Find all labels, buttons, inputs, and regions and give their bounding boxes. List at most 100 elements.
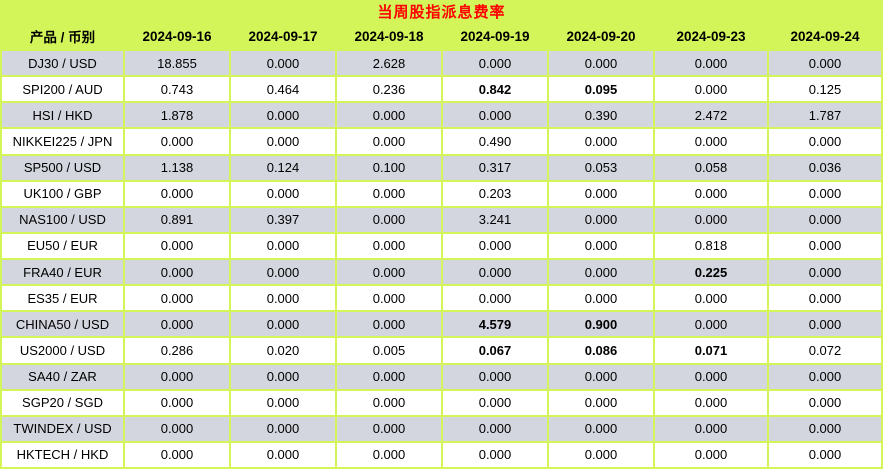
value-cell: 0.000 — [769, 416, 881, 441]
value-cell: 0.000 — [337, 103, 441, 128]
value-cell: 0.000 — [769, 129, 881, 154]
value-cell: 0.317 — [443, 155, 547, 180]
value-cell: 0.000 — [655, 442, 767, 467]
value-cell: 0.225 — [655, 260, 767, 285]
value-cell: 0.000 — [655, 181, 767, 206]
value-cell: 0.000 — [769, 181, 881, 206]
value-cell: 0.000 — [549, 364, 653, 389]
value-cell: 0.203 — [443, 181, 547, 206]
value-cell: 0.000 — [549, 181, 653, 206]
value-cell: 0.000 — [443, 51, 547, 76]
value-cell: 0.000 — [231, 390, 335, 415]
value-cell: 0.000 — [769, 51, 881, 76]
value-cell: 0.100 — [337, 155, 441, 180]
value-cell: 0.390 — [549, 103, 653, 128]
value-cell: 0.000 — [231, 51, 335, 76]
value-cell: 0.743 — [125, 77, 229, 102]
value-cell: 0.058 — [655, 155, 767, 180]
value-cell: 0.000 — [125, 129, 229, 154]
value-cell: 0.900 — [549, 312, 653, 337]
value-cell: 0.000 — [337, 233, 441, 258]
product-cell: NAS100 / USD — [2, 207, 123, 232]
dividend-table: 产品 / 币别 2024-09-16 2024-09-17 2024-09-18 202… — [0, 23, 883, 469]
value-cell: 0.000 — [655, 390, 767, 415]
product-cell: SPI200 / AUD — [2, 77, 123, 102]
value-cell: 0.000 — [125, 233, 229, 258]
value-cell: 0.818 — [655, 233, 767, 258]
value-cell: 0.000 — [549, 233, 653, 258]
value-cell: 0.000 — [125, 364, 229, 389]
value-cell: 0.000 — [655, 416, 767, 441]
value-cell: 0.036 — [769, 155, 881, 180]
product-cell: EU50 / EUR — [2, 233, 123, 258]
value-cell: 0.397 — [231, 207, 335, 232]
value-cell: 0.000 — [337, 260, 441, 285]
value-cell: 0.000 — [125, 416, 229, 441]
value-cell: 0.000 — [337, 390, 441, 415]
value-cell: 0.071 — [655, 338, 767, 363]
column-header: 2024-09-17 — [248, 28, 318, 44]
value-cell: 0.000 — [443, 286, 547, 311]
value-cell: 0.000 — [769, 207, 881, 232]
value-cell: 1.878 — [125, 103, 229, 128]
value-cell: 0.000 — [655, 207, 767, 232]
value-cell: 0.000 — [443, 233, 547, 258]
product-cell: CHINA50 / USD — [2, 312, 123, 337]
value-cell: 0.000 — [769, 286, 881, 311]
value-cell: 0.000 — [655, 51, 767, 76]
value-cell: 0.067 — [443, 338, 547, 363]
value-cell: 0.000 — [231, 260, 335, 285]
product-cell: SA40 / ZAR — [2, 364, 123, 389]
value-cell: 0.000 — [655, 286, 767, 311]
value-cell: 0.000 — [549, 390, 653, 415]
value-cell: 0.000 — [337, 207, 441, 232]
product-cell: ES35 / EUR — [2, 286, 123, 311]
value-cell: 0.000 — [769, 233, 881, 258]
value-cell: 0.000 — [443, 416, 547, 441]
column-header: 2024-09-20 — [566, 28, 636, 44]
value-cell: 0.000 — [549, 260, 653, 285]
product-cell: HSI / HKD — [2, 103, 123, 128]
value-cell: 0.000 — [231, 103, 335, 128]
value-cell: 0.000 — [231, 312, 335, 337]
value-cell: 0.053 — [549, 155, 653, 180]
product-cell: SP500 / USD — [2, 155, 123, 180]
corner-header: 产品 / 币别 — [29, 30, 96, 45]
product-cell: US2000 / USD — [2, 338, 123, 363]
value-cell: 0.000 — [337, 181, 441, 206]
value-cell: 0.000 — [549, 442, 653, 467]
value-cell: 1.138 — [125, 155, 229, 180]
column-header: 2024-09-18 — [354, 28, 424, 44]
column-header: 2024-09-16 — [142, 28, 212, 44]
value-cell: 0.000 — [125, 442, 229, 467]
value-cell: 18.855 — [125, 51, 229, 76]
value-cell: 0.000 — [769, 260, 881, 285]
value-cell: 4.579 — [443, 312, 547, 337]
value-cell: 0.000 — [231, 129, 335, 154]
value-cell: 0.000 — [549, 207, 653, 232]
value-cell: 0.891 — [125, 207, 229, 232]
value-cell: 0.842 — [443, 77, 547, 102]
value-cell: 0.286 — [125, 338, 229, 363]
value-cell: 3.241 — [443, 207, 547, 232]
value-cell: 0.490 — [443, 129, 547, 154]
value-cell: 0.095 — [549, 77, 653, 102]
column-header: 2024-09-23 — [676, 28, 746, 44]
value-cell: 0.000 — [231, 181, 335, 206]
value-cell: 0.072 — [769, 338, 881, 363]
value-cell: 0.000 — [549, 51, 653, 76]
value-cell: 0.000 — [337, 286, 441, 311]
value-cell: 0.000 — [231, 442, 335, 467]
value-cell: 0.000 — [769, 390, 881, 415]
value-cell: 0.000 — [443, 260, 547, 285]
value-cell: 0.000 — [655, 129, 767, 154]
value-cell: 0.000 — [655, 77, 767, 102]
value-cell: 0.000 — [231, 364, 335, 389]
value-cell: 0.000 — [655, 364, 767, 389]
page-title: 当周股指派息费率 — [377, 4, 506, 21]
value-cell: 0.086 — [549, 338, 653, 363]
value-cell: 0.005 — [337, 338, 441, 363]
value-cell: 0.000 — [443, 364, 547, 389]
value-cell: 0.000 — [549, 129, 653, 154]
